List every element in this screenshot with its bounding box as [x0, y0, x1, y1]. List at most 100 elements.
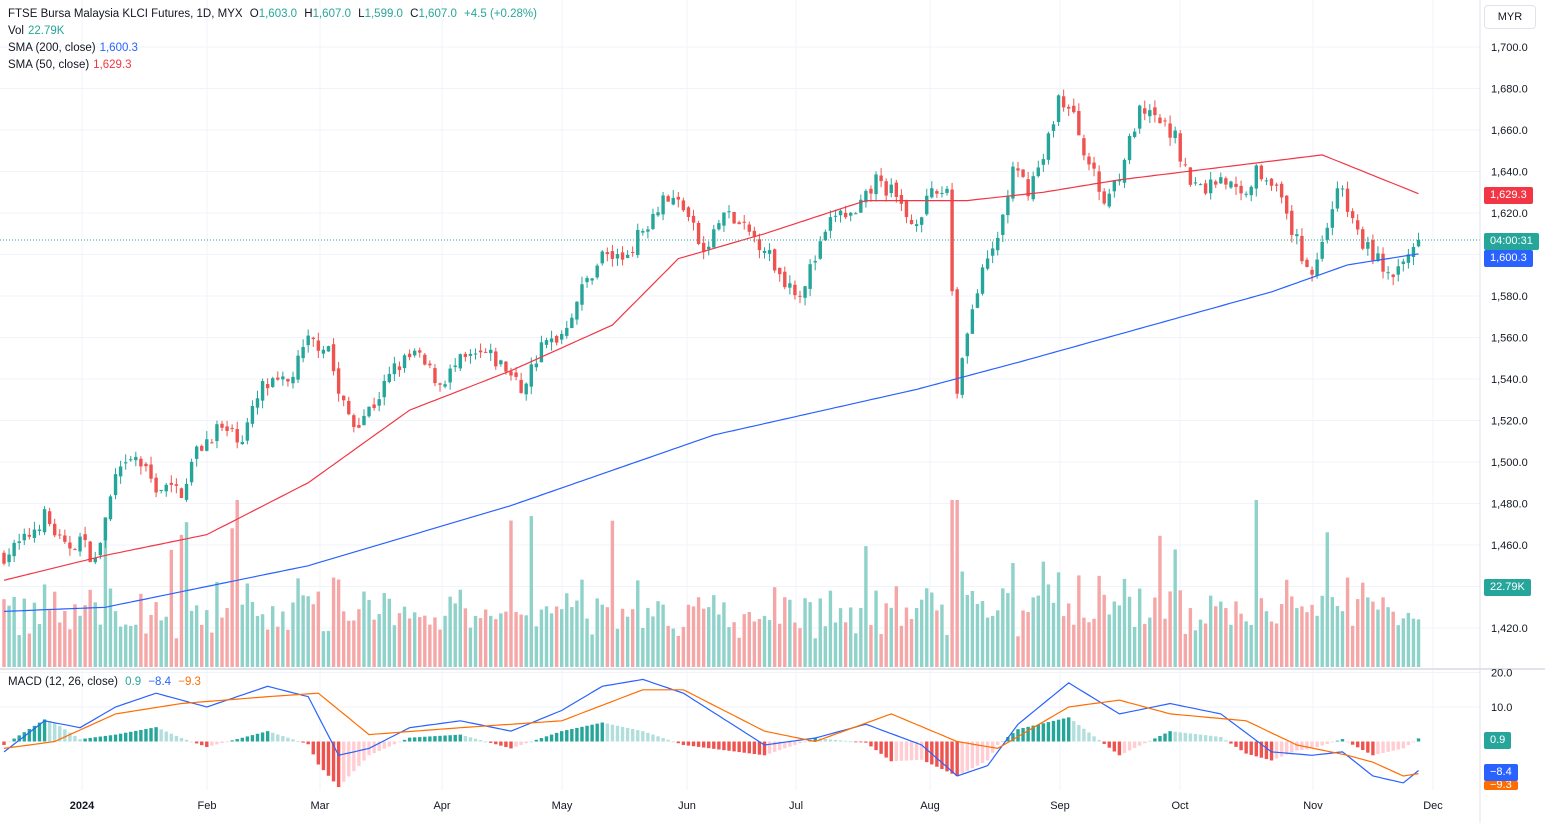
macd-hist-bar: [220, 741, 224, 744]
candle-body: [483, 351, 488, 353]
macd-hist-bar: [1229, 741, 1233, 744]
macd-hist-bar: [864, 741, 868, 743]
candle-body: [874, 174, 878, 195]
candle-body: [103, 517, 108, 541]
macd-hist-bar: [63, 729, 67, 742]
volume-bar: [919, 599, 924, 667]
volume-bar: [1219, 601, 1223, 667]
volume-value: 22.79K: [28, 25, 65, 37]
macd-hist-bar: [88, 737, 92, 742]
candle-body: [58, 534, 62, 536]
macd-hist-bar: [154, 727, 158, 742]
price-axis[interactable]: 1,700.01,680.01,660.01,640.01,620.01,600…: [1491, 42, 1528, 635]
volume-bar: [1107, 614, 1111, 667]
macd-hist-bar: [859, 741, 863, 743]
candle-body: [438, 383, 442, 385]
volume-bar: [1158, 535, 1162, 667]
volume-bar: [803, 598, 807, 667]
volume-bar: [935, 610, 939, 667]
macd-hist-bar: [696, 741, 701, 747]
candle-body: [1366, 242, 1370, 249]
candle-body: [2, 552, 6, 564]
macd-hist-bar: [570, 728, 574, 742]
volume-bar: [762, 615, 767, 667]
macd-hist-bar: [331, 741, 336, 782]
volume-bar: [1310, 604, 1314, 667]
candle-body: [12, 542, 16, 557]
candlesticks: [2, 89, 1421, 567]
volume-bar: [1391, 611, 1395, 667]
candle-body: [869, 188, 873, 194]
macd-hist-bar: [377, 741, 381, 751]
sma50-legend[interactable]: SMA (50, close) 1,629.3: [8, 59, 132, 71]
volume-bar: [828, 590, 833, 667]
candle-body: [544, 340, 549, 345]
volume-bar: [620, 608, 625, 667]
candle-body: [828, 217, 833, 231]
sma200-legend[interactable]: SMA (200, close) 1,600.3: [8, 42, 138, 54]
volume-bar: [1031, 597, 1035, 667]
volume-bar: [818, 598, 822, 667]
macd-hist-bar: [1244, 741, 1248, 754]
candle-body: [311, 337, 315, 340]
symbol-title[interactable]: FTSE Bursa Malaysia KLCI Futures, 1D, MY…: [8, 8, 243, 20]
sma200-price-label: 1,600.3: [1484, 250, 1533, 267]
volume-bar: [281, 611, 285, 667]
candle-body: [412, 350, 417, 356]
macd-hist-bar: [1072, 721, 1076, 742]
candle-body: [757, 239, 762, 251]
candle-body: [205, 439, 209, 451]
candle-body: [1381, 253, 1385, 272]
macd-hist-bar: [691, 741, 696, 747]
volume-bar: [412, 612, 417, 667]
time-axis[interactable]: 2024 Feb Mar Apr May Jun Jul Aug Sep Oct Nov Dec: [70, 800, 1444, 812]
candle-body: [722, 212, 726, 226]
macd-legend[interactable]: MACD (12, 26, close) 0.9 −8.4 −9.3: [8, 676, 201, 688]
price-tick: 1,460.0: [1491, 540, 1528, 552]
candle-body: [818, 241, 822, 259]
volume-bar: [1168, 591, 1172, 667]
candle-body: [1274, 184, 1279, 186]
macd-hist-bar: [1011, 733, 1015, 742]
macd-hist-bar: [291, 739, 295, 742]
candle-body: [1310, 269, 1314, 275]
macd-axis[interactable]: 20.0 10.0: [1491, 668, 1512, 715]
volume-bar: [22, 598, 26, 667]
time-tick: 2024: [70, 800, 95, 812]
macd-hist-bar: [341, 741, 346, 782]
candle-body: [1001, 214, 1005, 235]
macd-hist-bar: [1315, 741, 1319, 748]
volume-bar: [1340, 611, 1345, 667]
volume-bar: [909, 619, 914, 667]
candle-body: [1122, 159, 1127, 183]
candle-body: [1178, 133, 1182, 162]
candle-body: [53, 523, 57, 536]
volume-bar: [1416, 619, 1421, 667]
candle-body: [1229, 181, 1233, 188]
volume-bar: [1330, 597, 1335, 667]
volume-bar: [367, 600, 371, 667]
macd-hist-bar: [1203, 735, 1208, 742]
macd-hist-bar: [625, 727, 630, 742]
macd-signal-price-label: −9.3: [1484, 781, 1518, 790]
macd-hist-bar: [1411, 741, 1416, 743]
volume-bar: [468, 627, 473, 667]
macd-hist-bar: [53, 722, 57, 742]
volume-bar: [899, 625, 904, 667]
volume-legend[interactable]: Vol 22.79K: [8, 25, 65, 37]
macd-hist-bar: [215, 741, 219, 745]
candle-body: [1208, 179, 1213, 194]
macd-hist-bar: [879, 741, 883, 754]
candle-body: [286, 378, 290, 382]
currency-button[interactable]: MYR: [1484, 5, 1536, 29]
volume-bar: [301, 595, 305, 667]
sma50-price-label: 1,629.3: [1484, 187, 1533, 204]
price-tick: 1,660.0: [1491, 125, 1528, 137]
candle-body: [194, 446, 199, 459]
candle-body: [144, 463, 148, 467]
volume-bar: [1041, 561, 1046, 667]
volume-bar: [884, 603, 888, 667]
volume-bar: [134, 624, 138, 667]
candle-body: [737, 222, 741, 225]
